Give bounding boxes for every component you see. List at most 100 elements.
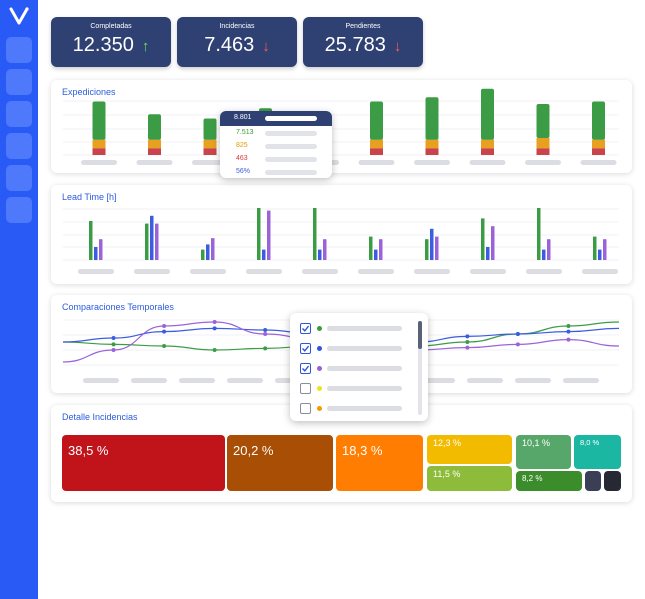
bar[interactable] — [430, 228, 434, 260]
treemap-cell[interactable]: 20,2 % — [227, 435, 333, 491]
bar[interactable] — [257, 208, 261, 260]
bar-segment[interactable] — [536, 148, 550, 155]
data-point[interactable] — [515, 342, 520, 347]
sidebar-item-6[interactable] — [6, 197, 32, 223]
checkbox-checked-icon[interactable] — [300, 343, 311, 354]
data-point[interactable] — [515, 332, 520, 336]
bar[interactable] — [379, 239, 383, 260]
treemap-cell[interactable] — [604, 471, 621, 491]
bar[interactable] — [603, 239, 607, 260]
data-point[interactable] — [111, 336, 116, 340]
bar-segment[interactable] — [536, 138, 550, 149]
bar-segment[interactable] — [536, 104, 550, 138]
kpi-card-incidencias[interactable]: Incidencias 7.463 ↓ — [177, 17, 297, 67]
bar-segment[interactable] — [481, 148, 494, 155]
treemap-cell[interactable] — [585, 471, 601, 491]
bar[interactable] — [435, 236, 439, 260]
data-point[interactable] — [566, 329, 571, 334]
bar[interactable] — [267, 210, 271, 260]
bar[interactable] — [425, 239, 429, 260]
checkbox-checked-icon[interactable] — [300, 323, 311, 334]
bar[interactable] — [537, 208, 541, 260]
data-point[interactable] — [465, 334, 470, 339]
sidebar-item-1[interactable] — [6, 37, 32, 63]
data-point[interactable] — [263, 332, 268, 336]
bar[interactable] — [206, 244, 210, 260]
bar-segment[interactable] — [425, 148, 439, 155]
data-point[interactable] — [263, 328, 268, 332]
bar-segment[interactable] — [92, 148, 106, 155]
data-point[interactable] — [162, 344, 167, 348]
data-point[interactable] — [465, 345, 470, 350]
bar[interactable] — [598, 249, 602, 260]
bar[interactable] — [374, 249, 378, 260]
treemap-cell[interactable]: 8,0 % — [574, 435, 621, 469]
treemap-cell[interactable]: 12,3 % — [427, 435, 512, 464]
bar[interactable] — [542, 249, 546, 260]
data-point[interactable] — [111, 342, 116, 347]
bar-segment[interactable] — [592, 101, 605, 140]
treemap-cell[interactable]: 10,1 % — [516, 435, 571, 469]
data-point[interactable] — [566, 324, 571, 328]
checkbox-icon[interactable] — [300, 383, 311, 394]
treemap-cell[interactable]: 8,2 % — [516, 471, 582, 491]
checkbox-icon[interactable] — [300, 403, 311, 414]
bar[interactable] — [99, 239, 103, 260]
bar[interactable] — [201, 249, 205, 260]
treemap-cell[interactable]: 18,3 % — [336, 435, 423, 491]
sidebar-item-4[interactable] — [6, 133, 32, 159]
data-point[interactable] — [212, 326, 217, 331]
data-point[interactable] — [162, 324, 167, 328]
data-point[interactable] — [162, 329, 167, 334]
data-point[interactable] — [465, 340, 470, 344]
data-point[interactable] — [212, 348, 217, 352]
bar-segment[interactable] — [203, 139, 217, 149]
bar[interactable] — [481, 218, 485, 260]
bar-segment[interactable] — [370, 139, 383, 149]
sidebar-item-3[interactable] — [6, 101, 32, 127]
bar[interactable] — [89, 221, 93, 260]
bar-segment[interactable] — [481, 88, 494, 140]
data-point[interactable] — [111, 348, 116, 352]
bar[interactable] — [211, 238, 215, 260]
bar[interactable] — [262, 249, 266, 260]
legend-scrollbar[interactable] — [418, 321, 422, 415]
treemap-cell[interactable]: 11,5 % — [427, 466, 512, 491]
bar[interactable] — [94, 247, 98, 260]
bar-segment[interactable] — [92, 101, 106, 140]
kpi-card-completadas[interactable]: Completadas 12.350 ↑ — [51, 17, 171, 67]
bar[interactable] — [369, 236, 373, 260]
bar-segment[interactable] — [148, 139, 161, 149]
bar[interactable] — [486, 247, 490, 260]
bar-segment[interactable] — [148, 114, 161, 140]
bar[interactable] — [145, 223, 149, 260]
data-point[interactable] — [566, 337, 571, 342]
bar[interactable] — [155, 223, 159, 260]
bar-segment[interactable] — [203, 148, 217, 155]
bar[interactable] — [491, 226, 495, 260]
bar[interactable] — [150, 215, 154, 260]
bar[interactable] — [313, 208, 317, 260]
bar[interactable] — [323, 239, 327, 260]
bar-segment[interactable] — [425, 139, 439, 149]
bar-segment[interactable] — [148, 148, 161, 155]
lead-time-chart[interactable] — [51, 185, 632, 284]
sidebar-item-5[interactable] — [6, 165, 32, 191]
bar-segment[interactable] — [370, 101, 383, 140]
bar-segment[interactable] — [370, 148, 383, 155]
data-point[interactable] — [263, 346, 268, 351]
bar[interactable] — [318, 249, 322, 260]
app-logo-icon[interactable] — [7, 5, 31, 27]
kpi-card-pendientes[interactable]: Pendientes 25.783 ↓ — [303, 17, 423, 67]
bar-segment[interactable] — [203, 118, 217, 140]
checkbox-checked-icon[interactable] — [300, 363, 311, 374]
treemap-cell[interactable]: 38,5 % — [62, 435, 225, 491]
expediciones-chart[interactable] — [51, 80, 632, 173]
bar[interactable] — [547, 239, 551, 260]
bar-segment[interactable] — [481, 139, 494, 149]
bar-segment[interactable] — [92, 139, 106, 149]
legend-scrollbar-thumb[interactable] — [418, 321, 422, 349]
bar-segment[interactable] — [592, 148, 605, 155]
bar-segment[interactable] — [592, 139, 605, 149]
bar[interactable] — [593, 236, 597, 260]
